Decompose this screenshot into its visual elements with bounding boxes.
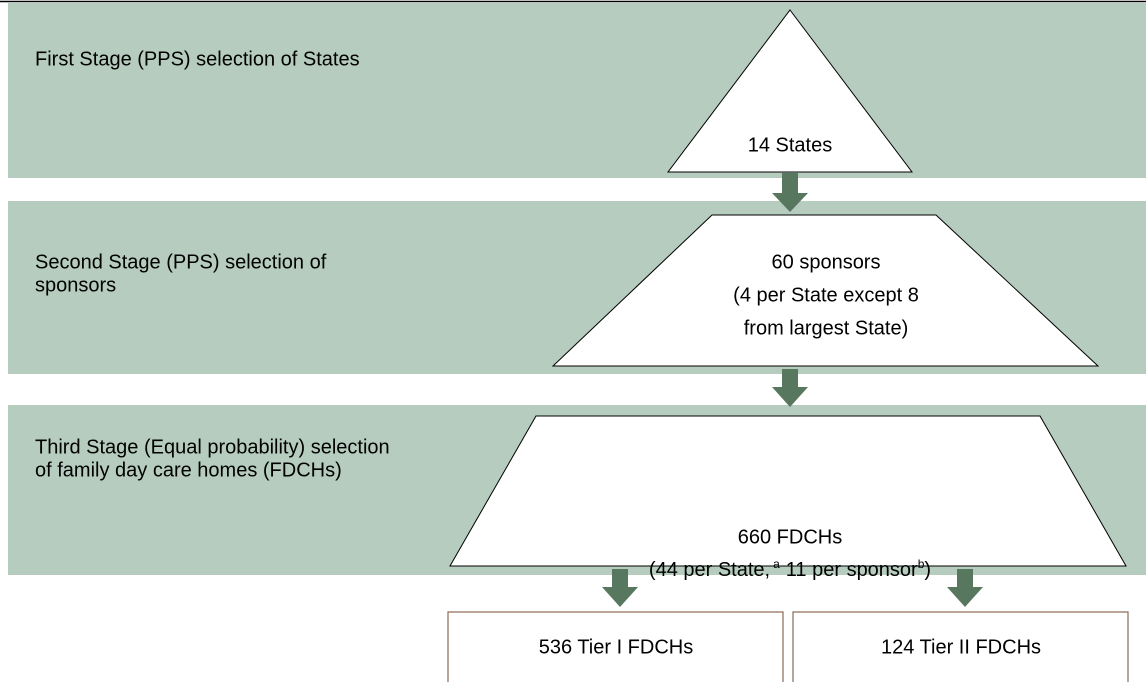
shape-text: from largest State) — [744, 317, 909, 339]
stage-label: Second Stage (PPS) selection of — [35, 251, 327, 273]
note-text: (44 per State, — [649, 559, 770, 581]
tier-box — [792, 611, 1129, 682]
tier-text: 536 Tier I FDCHs — [539, 636, 693, 658]
tier-text: 124 Tier II FDCHs — [881, 636, 1041, 658]
triangle — [666, 9, 914, 173]
trapezoid — [449, 415, 1127, 567]
tier-box — [447, 611, 784, 682]
arrow — [947, 569, 983, 607]
shape-text: (4 per State except 8 — [733, 284, 919, 306]
shape-text: 14 States — [748, 134, 833, 156]
stage-label: of family day care homes (FDCHs) — [35, 459, 342, 481]
arrow — [602, 569, 638, 607]
shape-text: 660 FDCHs — [738, 526, 842, 548]
stage-label: First Stage (PPS) selection of States — [35, 48, 360, 70]
stage-label: Third Stage (Equal probability) selectio… — [35, 436, 390, 458]
stage-band — [8, 3, 1146, 178]
trapezoid — [551, 214, 1100, 367]
stage-label: sponsors — [35, 274, 116, 296]
arrow — [772, 369, 808, 407]
shape-note: (44 per State, a 11 per sponsorb) — [649, 557, 931, 581]
footnote-mark: a — [773, 557, 780, 571]
shape-text: 60 sponsors — [772, 251, 881, 273]
arrow — [772, 173, 808, 212]
note-text: 11 per sponsor — [786, 559, 918, 581]
footnote-mark: b — [918, 557, 925, 571]
note-text: ) — [924, 559, 931, 581]
